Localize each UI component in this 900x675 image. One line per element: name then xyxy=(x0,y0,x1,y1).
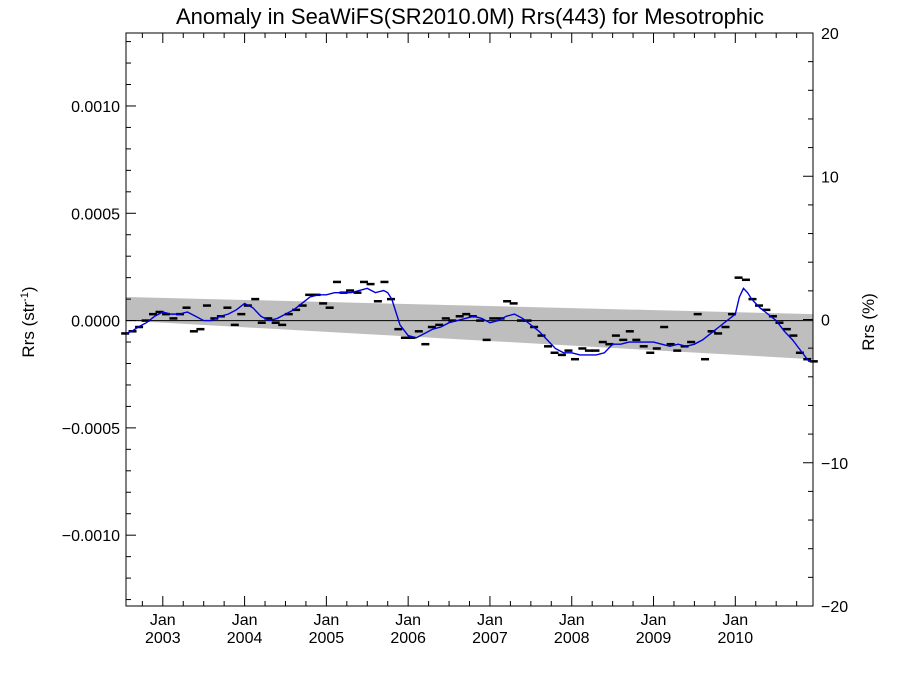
y-axis-label-left: Rrs (str-1) xyxy=(19,286,38,357)
x-tick-month-label: Jan xyxy=(641,612,667,629)
x-tick-month-label: Jan xyxy=(150,612,176,629)
y-tick-label: −0.0005 xyxy=(62,421,120,438)
x-tick-year-label: 2010 xyxy=(718,630,754,647)
plot-area xyxy=(121,276,818,363)
chart-title: Anomaly in SeaWiFS(SR2010.0M) Rrs(443) f… xyxy=(176,4,764,29)
y-tick-label: 0.0010 xyxy=(71,99,120,116)
y-tick-label: −0.0010 xyxy=(62,528,120,545)
y-right-tick-label: 0 xyxy=(821,313,830,330)
y-tick-label: 0.0000 xyxy=(71,314,120,331)
y-axis-label-right: Rrs (%) xyxy=(859,293,878,351)
y-tick-label: 0.0005 xyxy=(71,206,120,223)
x-tick-month-label: Jan xyxy=(313,612,339,629)
x-axis: Jan2003Jan2004Jan2005Jan2006Jan2007Jan20… xyxy=(141,33,798,647)
x-tick-year-label: 2005 xyxy=(309,630,345,647)
running-mean-line xyxy=(125,287,813,363)
x-tick-month-label: Jan xyxy=(559,612,585,629)
x-tick-year-label: 2007 xyxy=(472,630,508,647)
x-tick-year-label: 2006 xyxy=(390,630,426,647)
x-tick-year-label: 2003 xyxy=(145,630,181,647)
y-right-tick-label: −20 xyxy=(821,599,848,616)
trend-confidence-band xyxy=(126,296,813,360)
x-tick-year-label: 2004 xyxy=(227,630,263,647)
x-tick-year-label: 2008 xyxy=(554,630,590,647)
right-y-axis: 20 10 0 −10 −20 xyxy=(803,26,848,616)
y-right-tick-label: −10 xyxy=(821,456,848,473)
x-tick-month-label: Jan xyxy=(477,612,503,629)
y-right-tick-label: 20 xyxy=(821,26,839,43)
x-tick-month-label: Jan xyxy=(232,612,258,629)
y-right-tick-label: 10 xyxy=(821,169,839,186)
x-tick-year-label: 2009 xyxy=(636,630,672,647)
left-y-axis: 0.0010 0.0005 0.0000 −0.0005 −0.0010 xyxy=(62,41,136,601)
x-tick-month-label: Jan xyxy=(722,612,748,629)
x-tick-month-label: Jan xyxy=(395,612,421,629)
